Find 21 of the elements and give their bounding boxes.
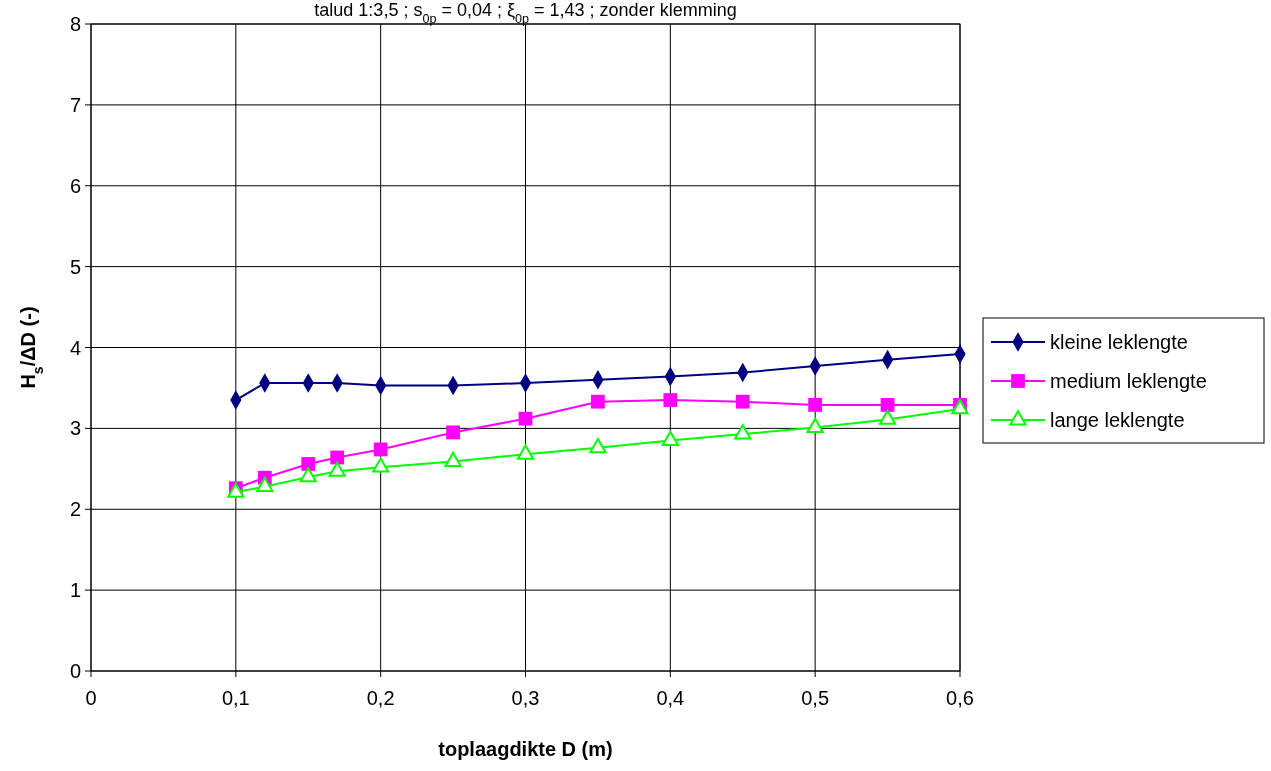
y-tick-label: 8 <box>69 13 81 35</box>
legend-label: medium leklengte <box>1050 370 1207 392</box>
legend-label: lange leklengte <box>1050 409 1185 431</box>
x-tick-label: 0 <box>85 687 97 709</box>
x-axis-title: toplaagdikte D (m) <box>438 738 613 760</box>
y-tick-label: 7 <box>69 93 81 116</box>
legend-label: kleine leklengte <box>1050 331 1188 353</box>
y-tick-label: 6 <box>69 174 81 197</box>
y-tick-label: 3 <box>69 417 81 440</box>
y-tick-label: 2 <box>69 498 81 521</box>
y-tick-label: 5 <box>69 255 81 278</box>
x-tick-label: 0,4 <box>656 687 685 709</box>
x-tick-label: 0,5 <box>801 687 830 709</box>
y-tick-label: 0 <box>69 660 81 682</box>
y-tick-label: 1 <box>69 579 81 602</box>
x-tick-label: 0,2 <box>366 687 395 709</box>
y-tick-label: 4 <box>69 336 81 359</box>
chart-title: talud 1:3,5 ; s$_{0p}$ = 0,04 ; ξ$_{0p}$ = 1,43 ; zonder klemming <box>314 0 737 26</box>
x-tick-label: 0,3 <box>511 687 540 709</box>
x-tick-label: 0,6 <box>946 687 974 709</box>
x-tick-label: 0,1 <box>221 687 250 709</box>
